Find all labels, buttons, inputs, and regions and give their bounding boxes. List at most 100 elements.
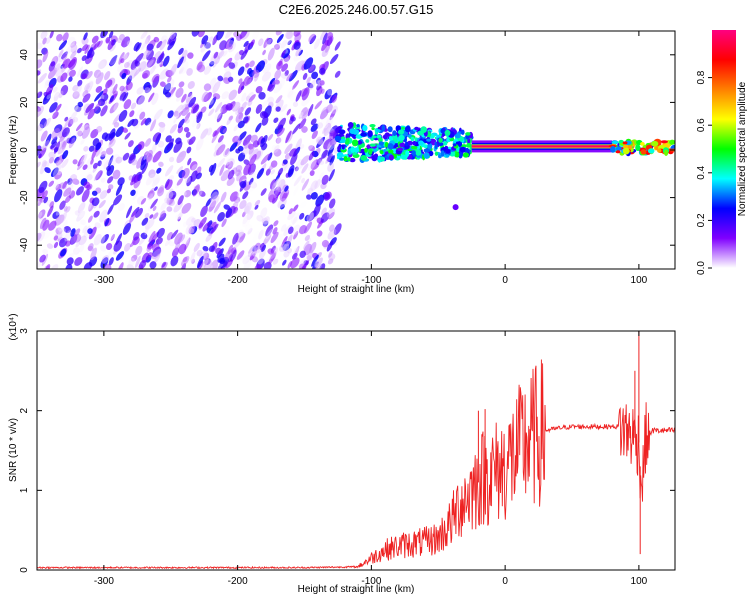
heatmap-cell: [70, 40, 77, 48]
heatmap-cell: [77, 79, 83, 87]
heatmap-cell: [66, 68, 71, 77]
heatmap-cell: [300, 144, 305, 150]
heatmap-cell: [191, 258, 196, 264]
heatmap-cell: [651, 140, 659, 147]
heatmap-cell: [157, 187, 165, 197]
snr-xlabel: Height of straight line (km): [298, 584, 415, 595]
heatmap-cell: [55, 227, 63, 235]
heatmap-cell: [122, 152, 130, 161]
heatmap-cell: [249, 172, 256, 180]
heatmap-cell: [151, 177, 160, 188]
heatmap-cell: [95, 149, 101, 157]
heatmap-cell: [43, 196, 49, 204]
spectrogram-xtick-label: -100: [361, 275, 381, 286]
heatmap-cell: [37, 106, 42, 112]
heatmap-cell: [167, 76, 172, 83]
heatmap-cell: [87, 245, 94, 252]
heatmap-cell: [70, 118, 76, 125]
heatmap-cell: [87, 49, 95, 58]
colorbar-tick-label: 0.2: [696, 213, 707, 227]
heatmap-cell: [63, 226, 72, 233]
heatmap-cell: [170, 229, 179, 240]
heatmap-cell: [371, 135, 377, 139]
heatmap-cell: [200, 45, 206, 53]
heatmap-cell: [249, 182, 258, 192]
heatmap-cell: [115, 251, 125, 261]
heatmap-cell: [217, 157, 226, 168]
heatmap-cell: [154, 253, 161, 263]
heatmap-cell: [299, 250, 306, 258]
heatmap-cell: [57, 144, 66, 155]
heatmap-cell: [69, 69, 76, 78]
heatmap-cell: [53, 63, 61, 74]
heatmap-cell: [112, 83, 118, 94]
heatmap-cell: [160, 201, 168, 211]
heatmap-cell: [219, 164, 225, 176]
heatmap-cell: [252, 31, 260, 40]
heatmap-cell: [329, 109, 337, 121]
heatmap-cell: [368, 148, 373, 155]
heatmap-cell: [369, 143, 376, 147]
heatmap-cell: [311, 130, 318, 140]
heatmap-cell: [366, 145, 371, 148]
heatmap-cell: [316, 157, 323, 165]
heatmap-cell: [39, 254, 46, 263]
heatmap-cell: [242, 191, 249, 200]
heatmap-cell: [249, 148, 259, 161]
heatmap-cell: [37, 124, 44, 132]
heatmap-cell: [80, 219, 86, 226]
heatmap-cell: [118, 109, 128, 122]
heatmap-cell: [334, 135, 342, 142]
heatmap-cell: [97, 160, 103, 167]
heatmap-cell: [233, 238, 242, 249]
heatmap-cell: [129, 211, 137, 224]
heatmap-cell: [331, 94, 338, 103]
heatmap-cell: [227, 76, 234, 83]
heatmap-cell: [282, 57, 290, 67]
heatmap-cell: [144, 212, 150, 219]
spectrogram-xtick-label: 0: [502, 275, 508, 286]
heatmap-cell: [289, 148, 297, 157]
heatmap-cell: [37, 198, 43, 207]
heatmap-cell: [445, 154, 450, 158]
heatmap-cell: [80, 139, 85, 145]
heatmap-cell: [191, 217, 196, 223]
heatmap-cell: [217, 212, 226, 222]
heatmap-cell: [197, 64, 206, 73]
heatmap-cell: [80, 153, 88, 163]
heatmap-cell: [42, 93, 51, 105]
heatmap-cell: [458, 151, 463, 159]
heatmap-cell: [235, 106, 242, 115]
heatmap-cell: [216, 31, 225, 41]
heatmap-cell: [275, 137, 282, 144]
heatmap-cell: [242, 211, 246, 218]
heatmap-cell: [202, 245, 209, 252]
heatmap-cell: [50, 61, 56, 67]
heatmap-cell: [37, 42, 43, 50]
heatmap-cell: [316, 86, 323, 97]
heatmap-cell: [144, 138, 152, 147]
heatmap-cell: [298, 258, 307, 269]
heatmap-cell: [192, 104, 200, 114]
heatmap-cell: [51, 136, 58, 145]
heatmap-cell: [159, 210, 166, 218]
heatmap-cell: [208, 98, 214, 105]
heatmap-cell: [295, 138, 302, 152]
heatmap-cell: [204, 38, 214, 51]
heatmap-cell: [248, 244, 256, 254]
heatmap-cell: [198, 217, 207, 229]
heatmap-cell: [265, 224, 274, 237]
heatmap-cell: [124, 132, 131, 140]
heatmap-cell: [210, 189, 219, 200]
heatmap-cell: [53, 147, 59, 153]
heatmap-cell: [109, 102, 119, 114]
heatmap-cell: [404, 125, 411, 133]
heatmap-cell: [106, 84, 113, 95]
heatmap-cell: [93, 69, 102, 78]
heatmap-cell: [208, 200, 217, 213]
heatmap-cell: [173, 110, 179, 117]
heatmap-cell: [329, 138, 337, 146]
heatmap-cell: [123, 61, 130, 69]
heatmap-cell: [339, 138, 347, 143]
heatmap-cell: [100, 105, 108, 117]
